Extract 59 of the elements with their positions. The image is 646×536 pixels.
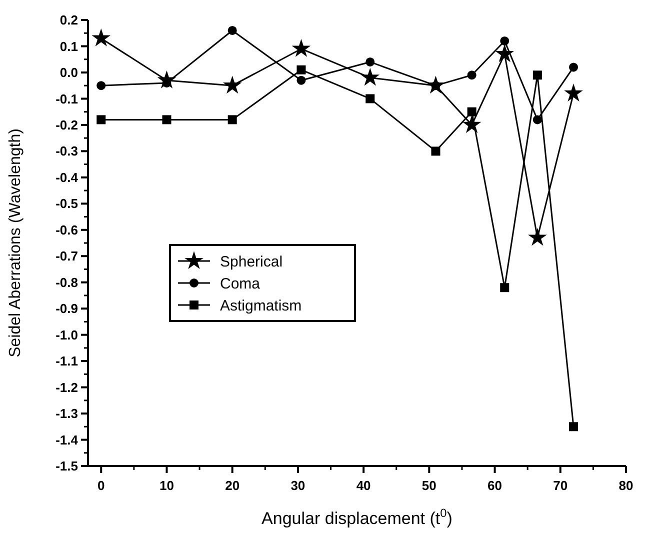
y-tick-label: -1.5 (56, 458, 78, 474)
point (92, 28, 111, 46)
x-tick-label: 60 (488, 478, 502, 493)
point (360, 68, 380, 86)
point (467, 107, 476, 116)
y-tick-label: -0.1 (56, 91, 78, 106)
x-tick-label: 40 (356, 478, 371, 493)
point (366, 94, 375, 104)
point (500, 283, 510, 292)
y-tick-label: 0.1 (60, 38, 78, 54)
y-tick-label: -1.4 (56, 432, 79, 448)
y-tick-label: 0.2 (60, 12, 78, 28)
x-tick-label: 70 (553, 478, 568, 493)
point (228, 26, 237, 35)
point (532, 115, 542, 124)
point (366, 57, 375, 66)
point (528, 228, 547, 246)
point (569, 422, 578, 432)
point (500, 36, 510, 46)
point (228, 115, 237, 124)
y-tick-label: -1.3 (56, 406, 78, 422)
point (157, 70, 176, 88)
y-tick-label: -1.0 (56, 327, 78, 342)
y-axis-title: Seidel Aberrations (Wavelength) (7, 128, 24, 358)
y-tick-label: -1.2 (56, 380, 78, 395)
point (564, 84, 583, 102)
y-tick-label: -0.3 (56, 144, 78, 159)
point (462, 115, 482, 133)
y-tick-label: -0.5 (56, 196, 78, 212)
point (292, 38, 311, 57)
point (222, 76, 242, 94)
y-tick-label: -0.4 (56, 170, 79, 185)
point (96, 115, 106, 124)
x-tick-label: 20 (225, 478, 240, 493)
point (495, 44, 514, 62)
point (96, 81, 106, 90)
y-tick-label: -0.8 (56, 274, 78, 290)
point (162, 115, 172, 124)
y-tick-label: -0.7 (56, 248, 78, 264)
x-tick-label: 30 (290, 478, 306, 493)
point (532, 70, 542, 80)
x-tick-label: 10 (159, 478, 174, 493)
point (569, 62, 578, 72)
legend-label: Spherical (220, 253, 283, 270)
legend-label: Astigmatism (220, 297, 302, 314)
y-tick-label: -0.9 (56, 301, 78, 316)
x-tick-label: 50 (422, 478, 436, 493)
y-tick-label: -0.6 (56, 222, 78, 238)
y-tick-label: -0.2 (56, 117, 78, 132)
x-tick-label: 80 (618, 478, 634, 493)
point (296, 65, 306, 74)
x-tick-label: 0 (98, 478, 105, 493)
point (296, 76, 306, 85)
y-tick-label: 0.0 (60, 65, 78, 80)
point (467, 70, 476, 80)
y-tick-label: -1.1 (56, 354, 78, 369)
point (431, 146, 440, 156)
legend-label: Coma (220, 275, 261, 292)
x-axis-title: Angular displacement (t$^{0}$) (262, 506, 452, 528)
